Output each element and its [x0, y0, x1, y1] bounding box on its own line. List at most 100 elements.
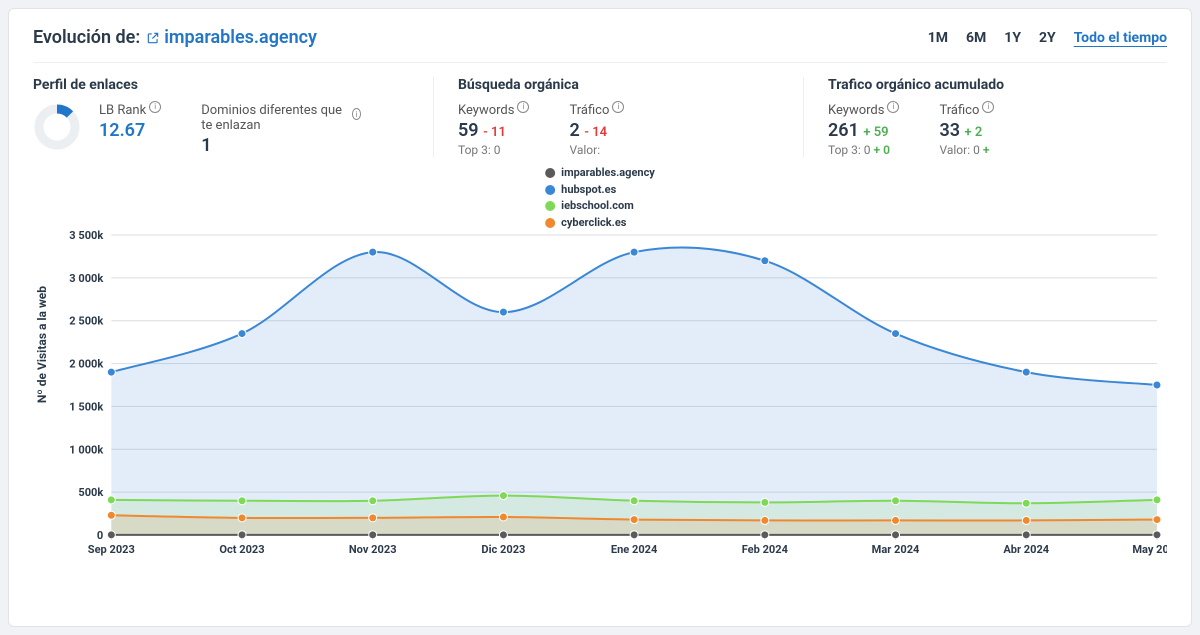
info-icon[interactable]: i	[149, 101, 161, 113]
x-tick-label: Mar 2024	[872, 543, 920, 556]
legend-item[interactable]: imparables.agency	[545, 165, 655, 182]
lb-rank-label: LB Rank i	[99, 103, 161, 118]
series-point[interactable]	[499, 308, 507, 316]
range-tab-todo-el-tiempo[interactable]: Todo el tiempo	[1074, 30, 1167, 46]
series-point[interactable]	[630, 248, 638, 256]
series-point[interactable]	[238, 497, 246, 505]
trafico-delta: - 14	[584, 125, 607, 140]
y-tick-label: 2 000k	[69, 358, 103, 371]
series-point[interactable]	[1022, 368, 1030, 376]
y-tick-label: 1 500k	[69, 400, 103, 413]
legend-dot	[545, 201, 555, 211]
series-point[interactable]	[369, 497, 377, 505]
series-point[interactable]	[1153, 381, 1161, 389]
series-point[interactable]	[499, 492, 507, 500]
series-point[interactable]	[238, 330, 246, 338]
range-tabs: 1M 6M 1Y 2Y Todo el tiempo	[928, 30, 1167, 46]
info-icon[interactable]: i	[887, 101, 899, 113]
header-row: Evolución de: imparables.agency 1M 6M 1Y 2Y…	[33, 27, 1167, 63]
range-tab-2y[interactable]: 2Y	[1039, 30, 1056, 46]
domain-text: imparables.agency	[164, 27, 317, 48]
keywords-sub: Top 3: 0	[458, 143, 529, 157]
trafico-value: 2 - 14	[569, 120, 624, 141]
series-point[interactable]	[892, 497, 900, 505]
x-tick-label: Abr 2024	[1003, 543, 1049, 556]
info-icon[interactable]: i	[612, 101, 624, 113]
range-tab-6m[interactable]: 6M	[966, 30, 986, 46]
series-point[interactable]	[1153, 531, 1161, 539]
legend-item[interactable]: iebschool.com	[545, 198, 655, 215]
domain-link[interactable]: imparables.agency	[146, 27, 317, 48]
y-tick-label: 3 500k	[69, 229, 103, 242]
lb-rank-value: 12.67	[99, 120, 161, 141]
y-tick-label: 0	[97, 529, 103, 542]
series-point[interactable]	[630, 531, 638, 539]
x-tick-label: Oct 2023	[219, 543, 264, 556]
acum-trafico-sub: Valor: 0 +	[939, 143, 994, 157]
series-point[interactable]	[369, 514, 377, 522]
acumulado-title: Trafico orgánico acumulado	[828, 77, 1143, 93]
keywords-delta: - 11	[483, 125, 506, 140]
series-point[interactable]	[1022, 516, 1030, 524]
x-tick-label: Nov 2023	[349, 543, 397, 556]
x-tick-label: Dic 2023	[481, 543, 525, 556]
series-point[interactable]	[107, 531, 115, 539]
legend-item[interactable]: hubspot.es	[545, 182, 655, 199]
y-tick-label: 1 000k	[69, 443, 103, 456]
trafico-sub: Valor:	[569, 143, 624, 157]
y-tick-label: 3 000k	[69, 272, 103, 285]
x-tick-label: Feb 2024	[742, 543, 789, 556]
series-point[interactable]	[369, 531, 377, 539]
range-tab-1y[interactable]: 1Y	[1004, 30, 1021, 46]
legend-label: iebschool.com	[561, 198, 634, 215]
x-tick-label: Sep 2023	[88, 543, 135, 556]
y-tick-label: 2 500k	[69, 315, 103, 328]
series-point[interactable]	[499, 513, 507, 521]
y-tick-label: 500k	[78, 486, 103, 499]
domains-value: 1	[201, 135, 361, 156]
series-point[interactable]	[1022, 499, 1030, 507]
series-point[interactable]	[630, 516, 638, 524]
external-link-icon	[146, 31, 160, 45]
series-point[interactable]	[107, 496, 115, 504]
perfil-section: Perfil de enlaces LB Rank i 12.67 Domini…	[33, 77, 433, 157]
chart-legend: imparables.agencyhubspot.esiebschool.com…	[545, 165, 655, 231]
series-point[interactable]	[107, 511, 115, 519]
legend-label: hubspot.es	[561, 182, 616, 199]
series-point[interactable]	[1022, 531, 1030, 539]
info-icon[interactable]: i	[517, 101, 529, 113]
series-point[interactable]	[892, 330, 900, 338]
series-point[interactable]	[238, 531, 246, 539]
info-icon[interactable]: i	[352, 108, 361, 120]
legend-dot	[545, 218, 555, 228]
series-point[interactable]	[238, 514, 246, 522]
keywords-label: Keywords i	[458, 103, 529, 118]
range-tab-1m[interactable]: 1M	[928, 30, 948, 46]
x-tick-label: Ene 2024	[611, 543, 658, 556]
series-point[interactable]	[369, 248, 377, 256]
series-point[interactable]	[499, 531, 507, 539]
acum-trafico-label: Tráfico i	[939, 103, 994, 118]
y-axis-label: Nº de Visitas a la web	[33, 286, 51, 403]
series-point[interactable]	[761, 257, 769, 265]
series-point[interactable]	[761, 498, 769, 506]
keywords-value: 59 - 11	[458, 120, 529, 141]
chart-container: imparables.agencyhubspot.esiebschool.com…	[33, 165, 1167, 565]
legend-label: cyberclick.es	[561, 215, 626, 232]
series-point[interactable]	[761, 516, 769, 524]
title-prefix: Evolución de:	[33, 27, 140, 48]
series-point[interactable]	[107, 368, 115, 376]
acum-keywords-delta: + 59	[863, 125, 888, 140]
perfil-title: Perfil de enlaces	[33, 77, 409, 93]
series-point[interactable]	[892, 531, 900, 539]
series-point[interactable]	[892, 516, 900, 524]
legend-item[interactable]: cyberclick.es	[545, 215, 655, 232]
series-point[interactable]	[1153, 516, 1161, 524]
series-point[interactable]	[761, 531, 769, 539]
series-point[interactable]	[630, 497, 638, 505]
series-point[interactable]	[1153, 496, 1161, 504]
metrics-row: Perfil de enlaces LB Rank i 12.67 Domini…	[33, 77, 1167, 157]
card-title: Evolución de: imparables.agency	[33, 27, 317, 48]
info-icon[interactable]: i	[982, 101, 994, 113]
organica-title: Búsqueda orgánica	[458, 77, 779, 93]
